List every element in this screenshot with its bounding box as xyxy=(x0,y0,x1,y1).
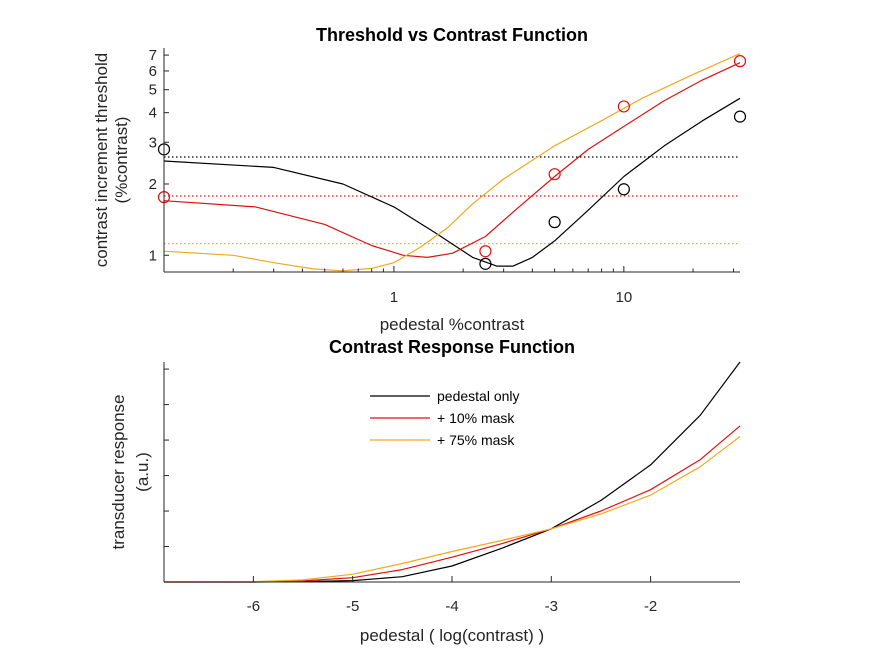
legend-label-pedestal-only: pedestal only xyxy=(437,388,520,404)
tvc-y-tick-label: 2 xyxy=(149,176,157,193)
tvc-point-mask10-3 xyxy=(617,100,630,113)
tvc-point-pedestal_only-2 xyxy=(548,216,561,229)
crf-x-tick-label: -2 xyxy=(644,598,657,615)
tvc-y-tick-label: 1 xyxy=(149,247,157,264)
tvc-point-pedestal_only-4 xyxy=(733,110,747,123)
tvc-curve-pedestal_only xyxy=(163,97,741,267)
tvc-point-mask10-4 xyxy=(733,55,747,68)
tvc-curve-mask10 xyxy=(163,62,741,258)
crf-y-ticks xyxy=(164,368,169,583)
tvc-curve-mask75 xyxy=(163,53,741,272)
tvc-y-tick-label: 4 xyxy=(149,105,157,122)
tvc-panel: Threshold vs Contrast Function 1 2 3 4 5 67 1… xyxy=(92,25,747,334)
tvc-point-pedestal_only-3 xyxy=(617,183,630,196)
tvc-x-tick-label: 1 xyxy=(390,289,398,306)
crf-x-tick-label: -6 xyxy=(247,598,260,615)
tvc-y-tick-label: 6 xyxy=(149,63,157,80)
crf-curve-mask10 xyxy=(164,425,741,583)
crf-x-ticks: -6 -5 -4 -3 -2 xyxy=(247,576,657,615)
tvc-curves xyxy=(163,53,741,272)
crf-y-label-line2: (a.u.) xyxy=(133,452,152,492)
tvc-points xyxy=(157,55,747,270)
crf-legend: pedestal only + 10% mask + 75% mask xyxy=(370,388,520,448)
tvc-y-ticks: 1 2 3 4 5 67 xyxy=(149,47,169,264)
crf-panel: Contrast Response Function -6 -5 -4 -3 -2 pe… xyxy=(109,337,741,645)
tvc-y-tick-label: 7 xyxy=(149,47,157,64)
crf-x-tick-label: -5 xyxy=(346,598,359,615)
crf-x-tick-label: -4 xyxy=(445,598,458,615)
tvc-baselines xyxy=(164,156,740,245)
crf-x-tick-label: -3 xyxy=(545,598,558,615)
tvc-x-ticks: 1 10 xyxy=(163,266,735,306)
tvc-x-tick-label: 10 xyxy=(616,289,633,306)
tvc-x-label: pedestal %contrast xyxy=(380,315,525,334)
tvc-y-label-line2: (%contrast) xyxy=(112,117,131,204)
tvc-title: Threshold vs Contrast Function xyxy=(316,25,588,45)
crf-x-label: pedestal ( log(contrast) ) xyxy=(360,626,544,645)
tvc-point-mask10-1 xyxy=(479,245,492,258)
crf-curve-mask75 xyxy=(163,436,741,583)
crf-title: Contrast Response Function xyxy=(329,337,575,357)
tvc-y-tick-label: 5 xyxy=(149,82,157,99)
legend-label-mask75: + 75% mask xyxy=(437,432,515,448)
tvc-point-pedestal_only-1 xyxy=(479,257,492,270)
tvc-point-mask10-2 xyxy=(548,168,561,181)
legend-label-mask10: + 10% mask xyxy=(437,410,515,426)
tvc-y-tick-label: 3 xyxy=(149,134,157,151)
tvc-y-label-line1: contrast increment threshold xyxy=(92,53,111,268)
crf-y-label-line1: transducer response xyxy=(109,395,128,550)
